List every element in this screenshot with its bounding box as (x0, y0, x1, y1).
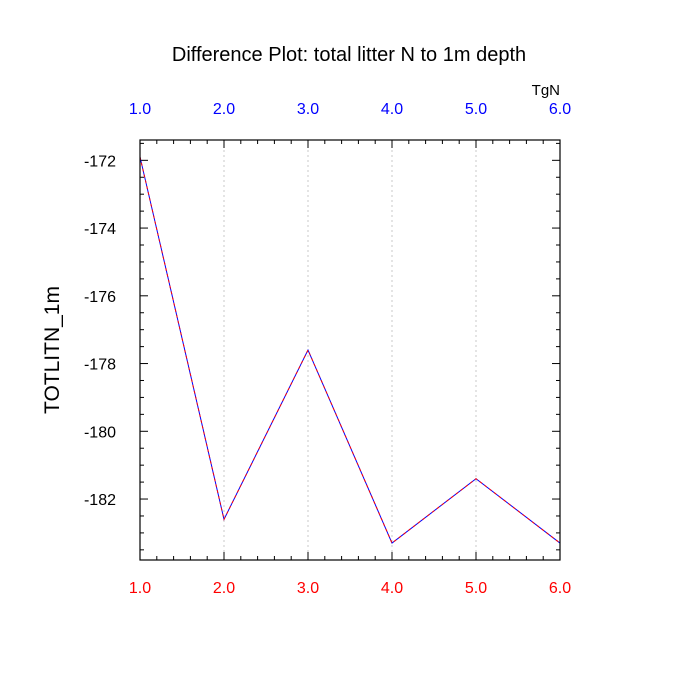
y-tick-label: -178 (84, 357, 116, 374)
chart-title: Difference Plot: total litter N to 1m de… (172, 44, 526, 66)
x-tick-label-bottom: 6.0 (549, 580, 571, 597)
x-tick-label-bottom: 3.0 (297, 580, 319, 597)
series-line-dashed (139, 156, 561, 544)
x-tick-label-top: 5.0 (465, 101, 487, 118)
series-line-base (139, 156, 561, 544)
y-tick-label: -182 (84, 492, 116, 509)
plot-frame (139, 139, 561, 561)
axis-ticks (139, 140, 561, 560)
x-tick-label-bottom: 1.0 (129, 580, 151, 597)
top-axis-unit-label: TgN (532, 82, 560, 99)
grid-lines (223, 140, 477, 560)
y-axis-label: TOTLITN_1m (41, 286, 64, 414)
x-tick-label-bottom: 4.0 (381, 580, 403, 597)
x-tick-label-top: 4.0 (381, 101, 403, 118)
x-tick-label-bottom: 2.0 (213, 580, 235, 597)
series-lines (139, 156, 561, 544)
x-tick-label-top: 3.0 (297, 101, 319, 118)
tick-labels: 1.0 1.0 2.0 2.0 3.0 3.0 4.0 4.0 5.0 5.0 6.0 6.0 -172… (84, 101, 571, 597)
y-tick-label: -180 (84, 424, 116, 441)
x-tick-label-top: 6.0 (549, 101, 571, 118)
y-tick-label: -174 (84, 221, 116, 238)
x-tick-label-top: 1.0 (129, 101, 151, 118)
y-tick-label: -172 (84, 153, 116, 170)
x-tick-label-bottom: 5.0 (465, 580, 487, 597)
x-tick-label-top: 2.0 (213, 101, 235, 118)
y-tick-label: -176 (84, 289, 116, 306)
